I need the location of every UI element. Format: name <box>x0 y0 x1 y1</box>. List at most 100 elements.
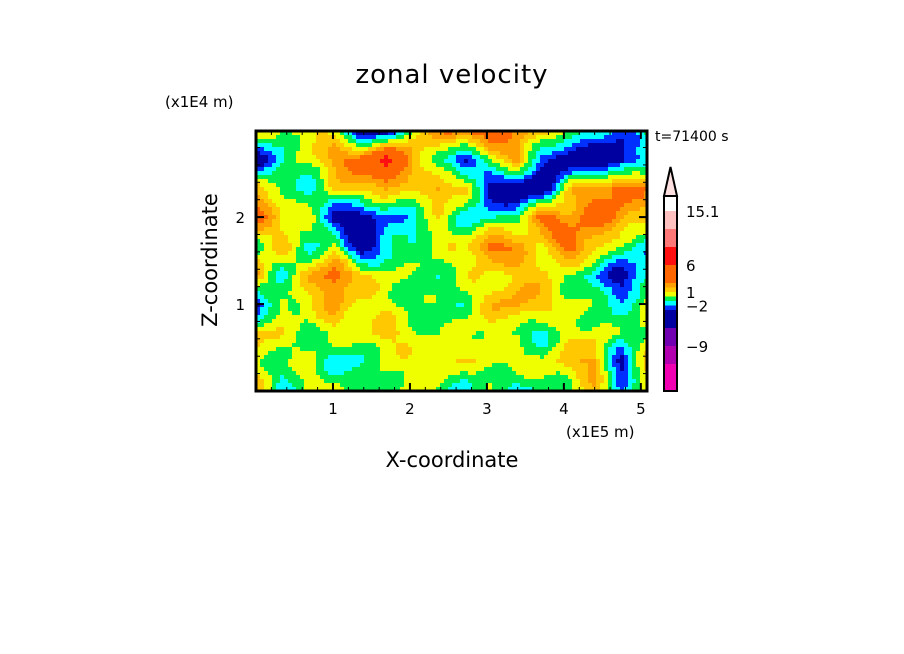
heatmap-cell <box>424 303 429 308</box>
heatmap-cell <box>524 219 529 224</box>
heatmap-cell <box>320 259 325 264</box>
heatmap-cell <box>404 295 409 300</box>
heatmap-cell <box>404 203 409 208</box>
heatmap-cell <box>512 163 517 168</box>
heatmap-cell <box>564 255 569 260</box>
heatmap-cell <box>592 299 597 304</box>
heatmap-cell <box>620 139 625 144</box>
heatmap-cell <box>432 207 437 212</box>
heatmap-cell <box>576 303 581 308</box>
heatmap-cell <box>336 275 341 280</box>
heatmap-cell <box>312 219 317 224</box>
heatmap-cell <box>640 239 645 244</box>
heatmap-cell <box>372 251 377 256</box>
heatmap-cell <box>628 179 633 184</box>
heatmap-cell <box>468 223 473 228</box>
heatmap-cell <box>480 131 485 136</box>
heatmap-cell <box>428 187 433 192</box>
heatmap-cell <box>572 243 577 248</box>
heatmap-cell <box>536 171 541 176</box>
heatmap-cell <box>464 203 469 208</box>
heatmap-cell <box>608 331 613 336</box>
heatmap-cell <box>388 179 393 184</box>
heatmap-cell <box>424 179 429 184</box>
heatmap-cell <box>276 315 281 320</box>
heatmap-cell <box>496 203 501 208</box>
heatmap-cell <box>308 171 313 176</box>
heatmap-cell <box>636 235 641 240</box>
heatmap-cell <box>256 175 261 180</box>
heatmap-cell <box>616 275 621 280</box>
heatmap-cell <box>412 159 417 164</box>
heatmap-cell <box>588 203 593 208</box>
heatmap-cell <box>340 143 345 148</box>
heatmap-cell <box>636 267 641 272</box>
heatmap-cell <box>488 271 493 276</box>
heatmap-cell <box>608 291 613 296</box>
heatmap-cell <box>408 315 413 320</box>
heatmap-cell <box>300 139 305 144</box>
heatmap-cell <box>552 319 557 324</box>
heatmap-cell <box>564 315 569 320</box>
heatmap-cell <box>536 291 541 296</box>
heatmap-cell <box>312 163 317 168</box>
heatmap-cell <box>280 311 285 316</box>
heatmap-cell <box>524 179 529 184</box>
heatmap-cell <box>312 327 317 332</box>
heatmap-cell <box>372 311 377 316</box>
heatmap-cell <box>352 187 357 192</box>
heatmap-cell <box>412 315 417 320</box>
heatmap-cell <box>436 155 441 160</box>
heatmap-cell <box>428 227 433 232</box>
heatmap-cell <box>396 295 401 300</box>
heatmap-cell <box>472 191 477 196</box>
heatmap-cell <box>576 207 581 212</box>
heatmap-cell <box>260 263 265 268</box>
heatmap-cell <box>580 167 585 172</box>
heatmap-cell <box>348 235 353 240</box>
heatmap-cell <box>364 271 369 276</box>
heatmap-cell <box>496 283 501 288</box>
heatmap-cell <box>480 299 485 304</box>
heatmap-cell <box>444 239 449 244</box>
heatmap-cell <box>544 311 549 316</box>
heatmap-cell <box>556 175 561 180</box>
heatmap-cell <box>268 223 273 228</box>
heatmap-cell <box>416 259 421 264</box>
heatmap-cell <box>340 287 345 292</box>
heatmap-cell <box>416 183 421 188</box>
heatmap-cell <box>396 243 401 248</box>
heatmap-cell <box>536 311 541 316</box>
heatmap-cell <box>384 299 389 304</box>
heatmap-cell <box>608 191 613 196</box>
heatmap-cell <box>628 295 633 300</box>
heatmap-cell <box>284 187 289 192</box>
heatmap-cell <box>272 131 277 136</box>
heatmap-cell <box>380 183 385 188</box>
heatmap-cell <box>424 275 429 280</box>
heatmap-cell <box>512 331 517 336</box>
heatmap-cell <box>552 163 557 168</box>
heatmap-cell <box>356 323 361 328</box>
heatmap-cell <box>296 235 301 240</box>
heatmap-cell <box>508 303 513 308</box>
heatmap-cell <box>288 207 293 212</box>
heatmap-cell <box>404 263 409 268</box>
heatmap-cell <box>300 263 305 268</box>
heatmap-cell <box>360 283 365 288</box>
heatmap-cell <box>632 143 637 148</box>
heatmap-cell <box>516 259 521 264</box>
heatmap-cell <box>284 291 289 296</box>
heatmap-cell <box>532 183 537 188</box>
heatmap-cell <box>344 147 349 152</box>
heatmap-cell <box>552 299 557 304</box>
heatmap-cell <box>448 307 453 312</box>
heatmap-cell <box>488 151 493 156</box>
heatmap-cell <box>444 279 449 284</box>
heatmap-cell <box>556 271 561 276</box>
heatmap-cell <box>492 139 497 144</box>
heatmap-cell <box>368 175 373 180</box>
heatmap-cell <box>424 267 429 272</box>
heatmap-cell <box>500 327 505 332</box>
heatmap-cell <box>276 235 281 240</box>
